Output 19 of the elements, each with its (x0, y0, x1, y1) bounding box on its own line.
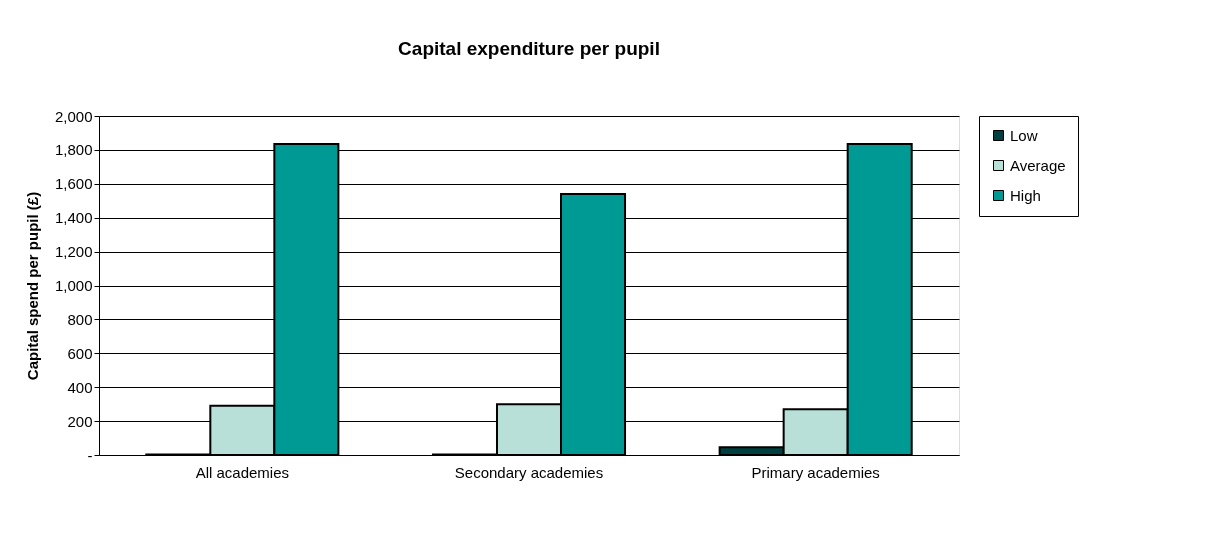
x-tick-label: Primary academies (751, 463, 880, 481)
legend-label: Low (1010, 126, 1038, 144)
y-tick-label: 600 (67, 344, 93, 362)
y-tick-label: 1,600 (54, 175, 93, 193)
x-tick-label: Secondary academies (454, 463, 604, 481)
legend-label: Average (1010, 156, 1066, 174)
y-tick-label: 1,400 (54, 209, 93, 227)
y-tick-label: 800 (67, 310, 93, 328)
y-tick-label: 1,000 (54, 277, 93, 294)
y-tick-label: 400 (67, 378, 93, 396)
y-tick-label: 200 (67, 412, 93, 430)
legend-label: High (1010, 186, 1041, 204)
y-tick-label: 1,200 (54, 243, 93, 261)
y-axis-title: Capital spend per pupil (£) (23, 191, 41, 381)
chart-title: Capital expenditure per pupil (398, 38, 660, 59)
y-tick-label: 2,000 (54, 107, 93, 125)
x-tick-label: All academies (195, 463, 290, 481)
y-tick-label: 1,800 (54, 141, 93, 159)
y-tick-label: - (87, 446, 93, 464)
